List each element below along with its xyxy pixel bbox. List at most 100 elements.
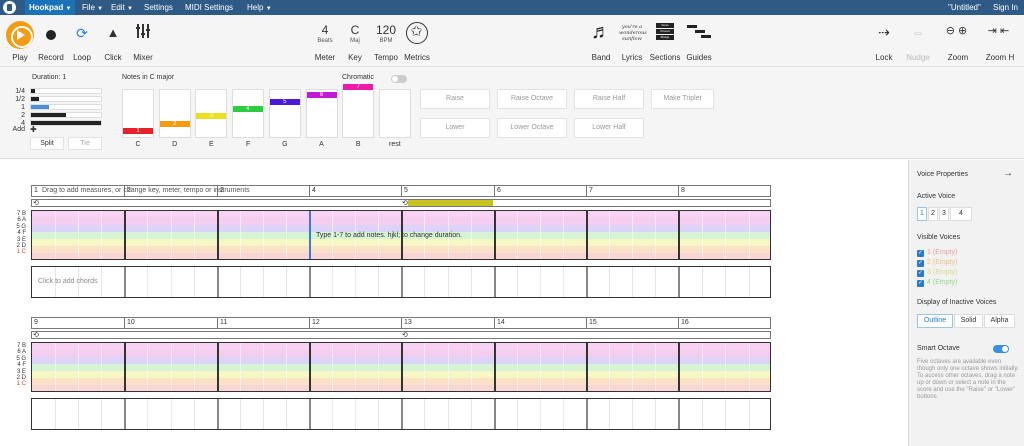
menu-file[interactable]: File ▼	[82, 0, 103, 17]
raise-half-button[interactable]: Raise Half	[574, 89, 644, 109]
display-alpha-button[interactable]: Alpha	[984, 314, 1015, 328]
zoom-h-button[interactable]: ⇥⇤ Zoom H	[983, 15, 1017, 67]
measure-number[interactable]: 9	[32, 318, 124, 328]
melody-staff[interactable]: Type 1-7 to add notes. hjkl; to change d…	[31, 210, 771, 260]
add-icon[interactable]: ✚	[30, 125, 37, 134]
checkbox-icon[interactable]: ✓	[917, 270, 924, 277]
menu-settings[interactable]: Settings	[144, 3, 173, 12]
lower-button[interactable]: Lower	[420, 118, 490, 138]
measure-number[interactable]: 4	[309, 186, 401, 196]
voice-3-button[interactable]: 3	[939, 207, 949, 221]
sections-button[interactable]: Verse Chorus Bridge Sections	[648, 15, 682, 67]
measure-number[interactable]: 14	[494, 318, 586, 328]
duration-bar-quarter[interactable]	[30, 88, 102, 94]
measure-number[interactable]: 10	[124, 318, 217, 328]
measure-number[interactable]: 12	[309, 318, 401, 328]
raise-button[interactable]: Raise	[420, 89, 490, 109]
duration-bar-two[interactable]	[30, 112, 102, 118]
note-key-d[interactable]: 2	[158, 89, 191, 138]
lock-button[interactable]: ⇢ Lock	[872, 15, 896, 67]
smart-octave-toggle[interactable]	[993, 345, 1009, 353]
measure-number[interactable]: 16	[678, 318, 772, 328]
note-key-a[interactable]: 6	[305, 89, 338, 138]
checkbox-icon[interactable]: ✓	[917, 250, 924, 257]
duration-label: 2	[21, 112, 25, 119]
duration-bar-four[interactable]	[30, 120, 102, 126]
loop-icon[interactable]: ⟲	[402, 332, 408, 339]
nudge-button[interactable]: ⇔ Nudge	[903, 15, 933, 67]
visible-voice-item[interactable]: 1 (Empty)	[927, 249, 957, 256]
visible-voice-item[interactable]: 3 (Empty)	[927, 269, 957, 276]
measure-number[interactable]: 13	[401, 318, 494, 328]
playhead-cursor[interactable]	[309, 211, 311, 259]
hookpad-menu[interactable]: Hookpad ▼	[25, 0, 76, 15]
display-outline-button[interactable]: Outline	[917, 314, 953, 328]
note-key-c[interactable]: 1	[122, 89, 154, 138]
measure-number[interactable]: 5	[401, 186, 494, 196]
visible-voice-item[interactable]: 4 (Empty)	[927, 279, 957, 286]
loop-icon[interactable]: ⟲	[33, 200, 39, 207]
measure-number[interactable]: 11	[217, 318, 309, 328]
beat-line	[632, 211, 633, 259]
voice-2-button[interactable]: 2	[928, 207, 938, 221]
guides-button[interactable]: Guides	[684, 15, 714, 67]
score-area[interactable]: 1 2 3 4 5 6 7 8 Drag to add measures, or change …	[0, 160, 908, 446]
split-button[interactable]: Split	[30, 137, 64, 150]
voice-1-button[interactable]: 1	[917, 207, 927, 221]
chord-staff[interactable]	[31, 398, 771, 430]
measure-number[interactable]: 1	[32, 186, 124, 196]
mixer-button[interactable]: Mixer	[129, 15, 157, 67]
metrics-button[interactable]: Metrics	[402, 15, 432, 67]
hooktheory-logo-icon[interactable]	[3, 1, 16, 14]
menu-midi-settings[interactable]: MIDI Settings	[185, 3, 234, 12]
checkbox-icon[interactable]: ✓	[917, 280, 924, 287]
measure-number[interactable]: 3	[217, 186, 309, 196]
menu-edit[interactable]: Edit ▼	[111, 0, 133, 17]
duration-bar-one[interactable]	[30, 104, 102, 110]
click-button[interactable]: ▲ Click	[99, 15, 127, 67]
measure-number[interactable]: 8	[678, 186, 772, 196]
voice-4-button[interactable]: 4	[950, 207, 972, 221]
measure-number[interactable]: 7	[586, 186, 678, 196]
make-triplet-button[interactable]: Make Triplet	[651, 89, 714, 109]
measure-number-row[interactable]: 1 2 3 4 5 6 7 8 Drag to add measures, or change …	[31, 185, 771, 197]
note-key-f[interactable]: 4	[232, 89, 265, 138]
measure-number[interactable]: 2	[124, 186, 217, 196]
lower-octave-button[interactable]: Lower Octave	[497, 118, 567, 138]
sign-in-link[interactable]: Sign In	[993, 3, 1018, 12]
duration-bar-half[interactable]	[30, 96, 102, 102]
section-marker-row[interactable]: ⟲ ⟲	[31, 331, 771, 339]
measure-number[interactable]: 6	[494, 186, 586, 196]
tempo-button[interactable]: 120 BPM Tempo	[371, 15, 401, 67]
measure-number-row[interactable]: 9 10 11 12 13 14 15 16	[31, 317, 771, 329]
melody-staff[interactable]	[31, 342, 771, 392]
section-marker-row[interactable]: ⟲ ⟲	[31, 199, 771, 207]
chromatic-toggle[interactable]	[391, 75, 407, 83]
record-button[interactable]: Record	[36, 15, 66, 67]
visible-voice-item[interactable]: 2 (Empty)	[927, 259, 957, 266]
note-key-e[interactable]: 3	[195, 89, 228, 138]
tie-button[interactable]: Tie	[68, 137, 102, 150]
note-key-rest[interactable]	[378, 89, 411, 138]
meter-button[interactable]: 4 Beats Meter	[312, 15, 338, 67]
loop-button[interactable]: ⟳ Loop	[68, 15, 96, 67]
menu-help[interactable]: Help ▼	[247, 0, 272, 17]
note-key-b[interactable]: 7	[342, 84, 375, 138]
band-button[interactable]: ♬ Band	[587, 15, 615, 67]
checkbox-icon[interactable]: ✓	[917, 260, 924, 267]
arrow-right-icon[interactable]: →	[1003, 168, 1013, 179]
raise-octave-button[interactable]: Raise Octave	[497, 89, 567, 109]
note-key-g[interactable]: 5	[268, 89, 301, 138]
lyrics-button[interactable]: you're a wonderous sunflow Lyrics	[618, 15, 647, 67]
loop-icon[interactable]: ⟲	[402, 200, 408, 207]
loop-icon[interactable]: ⟲	[33, 332, 39, 339]
play-button[interactable]: Play	[5, 15, 35, 67]
measure-number[interactable]: 15	[586, 318, 678, 328]
document-title[interactable]: "Untitled"	[948, 3, 981, 12]
chord-staff[interactable]: Click to add chords	[31, 266, 771, 298]
key-button[interactable]: C Maj Key	[342, 15, 368, 67]
zoom-button[interactable]: ⊖⊕ Zoom	[943, 15, 973, 67]
loop-range-marker[interactable]	[408, 200, 493, 206]
lower-half-button[interactable]: Lower Half	[574, 118, 644, 138]
display-solid-button[interactable]: Solid	[954, 314, 983, 328]
